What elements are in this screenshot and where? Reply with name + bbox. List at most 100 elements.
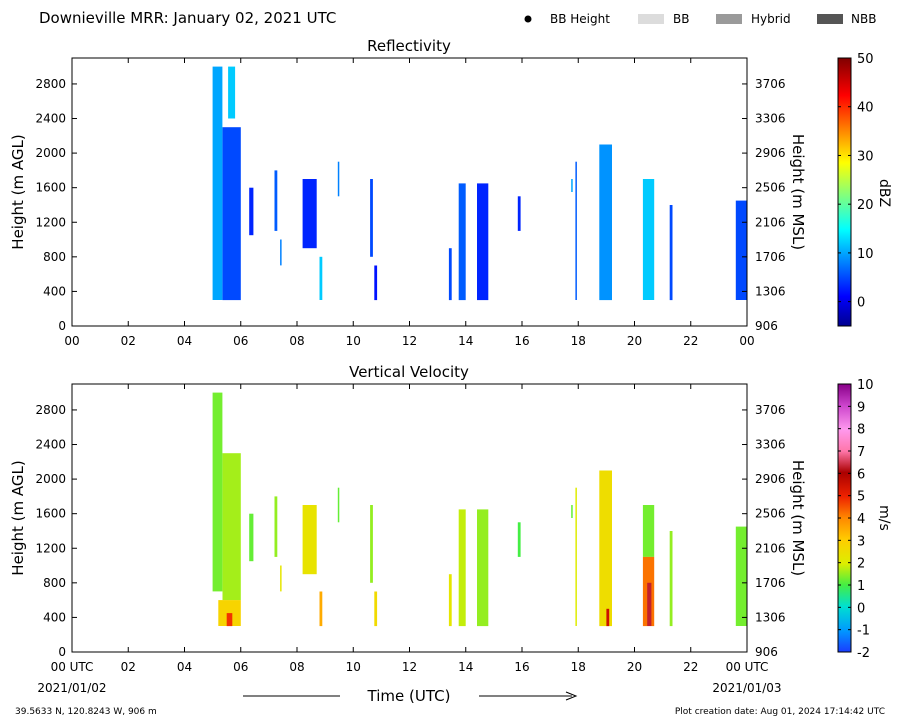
y-tick-label: 2800 bbox=[35, 403, 66, 417]
y-tick-label: 400 bbox=[43, 284, 66, 298]
data-cell bbox=[374, 265, 378, 301]
x-tick-label: 22 bbox=[683, 334, 698, 348]
colorbar-tick-label: 5 bbox=[857, 490, 865, 505]
colorbar-tick-label: 50 bbox=[857, 52, 874, 67]
data-cell bbox=[226, 613, 233, 627]
hybrid-swatch bbox=[716, 14, 742, 24]
colorbar-tick-label: 2 bbox=[857, 557, 865, 572]
data-cell bbox=[606, 608, 610, 627]
bb-height-marker bbox=[524, 15, 532, 23]
x-tick-label: 22 bbox=[683, 660, 698, 674]
y-right-tick-label: 906 bbox=[755, 645, 778, 659]
y-tick-label: 0 bbox=[58, 645, 66, 659]
colorbar-tick-label: 4 bbox=[857, 512, 865, 527]
data-cell bbox=[458, 183, 466, 301]
location-text: 39.5633 N, 120.8243 W, 906 m bbox=[15, 707, 157, 717]
x-tick-label: 20 bbox=[627, 334, 642, 348]
y-tick-label: 2000 bbox=[35, 472, 66, 486]
velocity-colorbar-label: m/s bbox=[876, 505, 892, 531]
x-tick-label: 00 UTC bbox=[51, 660, 94, 674]
y-tick-label: 2400 bbox=[35, 112, 66, 126]
data-cell bbox=[337, 487, 340, 523]
velocity-title: Vertical Velocity bbox=[349, 363, 469, 381]
velocity-panel: Vertical Velocity 00 UTC 02 04 06 08 10 12 14 16… bbox=[9, 363, 892, 674]
data-cell bbox=[735, 526, 748, 626]
colorbar-tick-label: -2 bbox=[857, 646, 870, 661]
x-tick-label: 18 bbox=[571, 660, 586, 674]
data-cell bbox=[448, 248, 452, 301]
data-cell bbox=[337, 161, 340, 197]
x-axis-label: Time (UTC) bbox=[367, 687, 451, 705]
arrow-head-icon bbox=[565, 691, 578, 701]
colorbar-tick-label: -1 bbox=[857, 624, 870, 639]
y-tick-label: 1200 bbox=[35, 215, 66, 229]
x-tick-label: 06 bbox=[233, 334, 248, 348]
y-tick-label: 800 bbox=[43, 250, 66, 264]
reflectivity-colorbar-ticks: 0 10 20 30 40 50 bbox=[838, 52, 874, 311]
y-right-tick-label: 3306 bbox=[755, 438, 786, 452]
y-tick-label: 2800 bbox=[35, 77, 66, 91]
data-cell bbox=[370, 179, 373, 257]
velocity-ylabel-right: Height (m MSL) bbox=[789, 460, 807, 576]
data-cell bbox=[228, 66, 236, 119]
data-cell bbox=[302, 179, 317, 249]
y-right-tick-label: 2506 bbox=[755, 507, 786, 521]
reflectivity-cells bbox=[212, 66, 748, 301]
data-cell bbox=[669, 531, 673, 627]
data-cell bbox=[249, 187, 254, 236]
data-cell bbox=[249, 513, 254, 562]
x-tick-label: 16 bbox=[514, 334, 529, 348]
y-right-tick-label: 2906 bbox=[755, 146, 786, 160]
reflectivity-x-ticks: 00 02 04 06 08 10 12 14 16 18 20 22 00 bbox=[64, 58, 755, 348]
end-date: 2021/01/03 bbox=[712, 681, 781, 695]
data-cell bbox=[642, 505, 655, 557]
header-legend: BB Height BB Hybrid NBB bbox=[524, 12, 876, 26]
x-tick-label: 04 bbox=[177, 334, 192, 348]
reflectivity-y-ticks: 0 400 800 1200 1600 2000 2400 2800 bbox=[35, 77, 77, 333]
y-tick-label: 0 bbox=[58, 319, 66, 333]
reflectivity-colorbar bbox=[837, 57, 852, 327]
data-cell bbox=[477, 509, 489, 627]
x-tick-label: 20 bbox=[627, 660, 642, 674]
y-right-tick-label: 1706 bbox=[755, 576, 786, 590]
y-right-tick-label: 2506 bbox=[755, 181, 786, 195]
bb-swatch bbox=[638, 14, 664, 24]
colorbar-tick-label: 1 bbox=[857, 579, 865, 594]
colorbar-tick-label: 20 bbox=[857, 198, 874, 213]
figure-title: Downieville MRR: January 02, 2021 UTC bbox=[39, 9, 336, 27]
x-tick-label: 18 bbox=[571, 334, 586, 348]
colorbar-tick-label: 30 bbox=[857, 149, 874, 164]
data-cell bbox=[571, 505, 573, 518]
data-cell bbox=[302, 505, 317, 575]
data-cell bbox=[599, 144, 612, 301]
x-tick-label: 12 bbox=[402, 334, 417, 348]
x-tick-label: 02 bbox=[121, 660, 136, 674]
y-right-tick-label: 2906 bbox=[755, 472, 786, 486]
y-right-tick-label: 906 bbox=[755, 319, 778, 333]
velocity-cells bbox=[212, 392, 748, 627]
colorbar-tick-label: 9 bbox=[857, 400, 865, 415]
y-right-tick-label: 2106 bbox=[755, 215, 786, 229]
data-cell bbox=[458, 509, 466, 627]
x-tick-label: 16 bbox=[514, 660, 529, 674]
data-cell bbox=[735, 200, 748, 300]
colorbar-tick-label: 8 bbox=[857, 423, 865, 438]
x-tick-label: 10 bbox=[346, 334, 361, 348]
reflectivity-colorbar-label: dBZ bbox=[876, 179, 892, 207]
y-tick-label: 2400 bbox=[35, 438, 66, 452]
x-tick-label: 10 bbox=[346, 660, 361, 674]
nbb-swatch bbox=[817, 14, 843, 24]
data-cell bbox=[274, 170, 278, 231]
data-cell bbox=[222, 453, 241, 601]
y-tick-label: 1600 bbox=[35, 507, 66, 521]
x-tick-label: 00 bbox=[64, 334, 79, 348]
start-date: 2021/01/02 bbox=[37, 681, 106, 695]
data-cell bbox=[280, 565, 282, 592]
x-tick-label: 14 bbox=[458, 660, 473, 674]
colorbar-tick-label: 40 bbox=[857, 101, 874, 116]
colorbar-tick-label: 7 bbox=[857, 445, 865, 460]
x-tick-label: 04 bbox=[177, 660, 192, 674]
data-cell bbox=[274, 496, 278, 557]
data-cell bbox=[280, 239, 282, 266]
